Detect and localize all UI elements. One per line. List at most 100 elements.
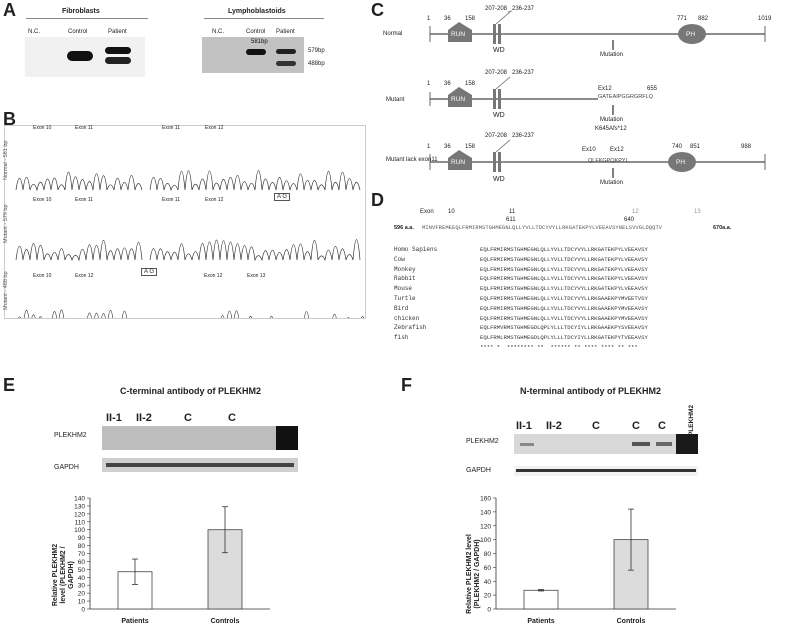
- gel-band: [246, 49, 266, 55]
- blot-band: [276, 426, 298, 450]
- ph-domain: [678, 24, 706, 44]
- lane-label: C: [228, 412, 236, 424]
- wd-label: WD: [493, 47, 505, 54]
- panel-label-e: E: [3, 375, 16, 395]
- exon-12-label: Ex12: [598, 86, 612, 92]
- chromatogram-trace: [15, 239, 143, 262]
- blot-row-label: GAPDH: [54, 464, 79, 471]
- y-tick-label: 70: [78, 551, 86, 558]
- y-tick-label: 60: [484, 565, 492, 572]
- protein-mutant-lack-exon11: [429, 139, 766, 178]
- y-tick-label: 110: [75, 519, 86, 526]
- exon-label: Exon 10: [33, 273, 52, 279]
- band-label-581: 581bp: [251, 39, 268, 45]
- chromatograms: [15, 170, 365, 318]
- chart-e-ylabel: Relative PLEKHM2 level (PLEKHM2 / GAPDH): [52, 543, 75, 607]
- y-tick-label: 50: [78, 567, 86, 574]
- chromatogram-trace: [149, 239, 361, 262]
- positive-control-label: PLEKHM2: [688, 404, 695, 436]
- gel-band: [276, 61, 296, 66]
- bar: [523, 589, 559, 610]
- exon-label: Exon 11: [75, 125, 93, 131]
- blot-band: [676, 434, 698, 454]
- y-tick-label: 120: [74, 511, 85, 518]
- exon-number: 11: [509, 209, 516, 215]
- run-domain: [448, 22, 472, 42]
- exon-label: Exon 12: [205, 125, 224, 131]
- species-name: Monkey: [394, 265, 416, 273]
- wd-label: WD: [493, 176, 505, 183]
- gapdh-blot: [514, 466, 698, 476]
- wd-repeat: [493, 89, 496, 109]
- y-tick-label: 10: [78, 599, 86, 606]
- y-tick-label: 90: [78, 535, 86, 542]
- position-740: 740: [672, 144, 683, 150]
- aligned-sequence: EQLFRMIRMSTGHMEGNLQLLYVLLTDCYVYLLRKGATEK…: [480, 285, 648, 293]
- y-tick-label: 60: [78, 559, 86, 566]
- ph-label: PH: [676, 159, 686, 166]
- position-207: 207-208: [485, 133, 508, 139]
- position-207: 207-208: [485, 6, 508, 12]
- blot-row-label: PLEKHM2: [466, 438, 499, 445]
- ag-box: A G: [274, 193, 291, 201]
- species-name: chicken: [394, 314, 420, 322]
- y-tick-label: 140: [74, 496, 85, 503]
- position-655: 655: [647, 86, 658, 92]
- run-label: RUN: [451, 96, 466, 103]
- protein-mutant: [429, 76, 614, 115]
- wd-repeat: [493, 24, 496, 44]
- category-label: Patients: [121, 618, 148, 625]
- exon-number: 13: [694, 209, 701, 215]
- run-label: RUN: [451, 159, 466, 166]
- lane-label: C: [184, 412, 192, 424]
- fibroblast-gel: [25, 37, 145, 77]
- species-name: Mouse: [394, 285, 413, 293]
- alignment-block: EQLFRMIRMSTGHMEGNLQLLYVLLTDCYVYLLRKGATEK…: [480, 245, 648, 353]
- wd-repeat: [493, 152, 496, 172]
- aligned-sequence: EQLFRMIRMSTGHMEGNLQLLYVLLTDCYVYLLRKGATEK…: [480, 275, 648, 283]
- aligned-sequence: EQLFRMLRMSTGHMEGDLQPLYLLLTDCYIYLLRKGATEK…: [480, 334, 648, 342]
- y-tick-label: 80: [484, 551, 492, 558]
- exon-number: 12: [632, 209, 639, 215]
- lymphoblastoid-gel: 581bp: [202, 37, 304, 73]
- lane-label: II-1: [106, 412, 122, 424]
- gapdh-blot: [102, 458, 298, 472]
- exon-header: Exon: [420, 209, 434, 215]
- y-tick-label: 40: [78, 575, 86, 582]
- aligned-sequence: EQLFRMIRMSTGHMEGNLQLLYVLLTDCYVYLLRKGATEK…: [480, 246, 648, 253]
- lane-control-right: Control: [246, 29, 266, 35]
- y-tick-label: 0: [81, 607, 85, 614]
- chart-f-ylabel: Relative PLEKHM2 level (PLEKHM2 / GAPDH): [466, 534, 481, 614]
- y-tick-label: 30: [78, 583, 86, 590]
- exon-12-label: Ex12: [610, 147, 624, 153]
- reference-sequence: MINVFREMEEQLFRMIRMSTGHMEGNLQLLYVLLTDCYVY…: [422, 225, 663, 231]
- gel-band: [276, 49, 296, 54]
- lane-label: II-2: [546, 420, 562, 432]
- exon-label: Exon 13: [247, 273, 266, 279]
- blot-band: [106, 463, 294, 467]
- exon-label: Exon 10: [33, 125, 52, 131]
- position-771: 771: [677, 16, 688, 22]
- exon-label: Exon 12: [205, 197, 224, 203]
- gel-band: [67, 51, 93, 61]
- lane-label: II-2: [136, 412, 152, 424]
- chromatogram-trace: [220, 310, 365, 318]
- position-1: 1: [427, 16, 431, 22]
- exon-number: 10: [448, 209, 455, 215]
- species-name: Rabbit: [394, 275, 416, 283]
- band-label-488: 488bp: [308, 61, 325, 67]
- panel-label-a: A: [3, 0, 16, 20]
- mutation-label: Mutation: [600, 180, 624, 186]
- position-988: 988: [741, 144, 752, 150]
- exon-label: Exon 11: [75, 197, 93, 203]
- y-tick-label: 80: [78, 543, 86, 550]
- category-label: Controls: [211, 618, 240, 625]
- position-36: 36: [444, 81, 451, 87]
- band-label-579: 579bp: [308, 48, 325, 54]
- fibroblasts-title: Fibroblasts: [62, 8, 100, 15]
- y-tick-label: 0: [487, 607, 491, 614]
- panel-label-d: D: [371, 190, 384, 210]
- start-residue: 596 a.a.: [394, 225, 414, 231]
- chromatogram-trace: [149, 170, 361, 192]
